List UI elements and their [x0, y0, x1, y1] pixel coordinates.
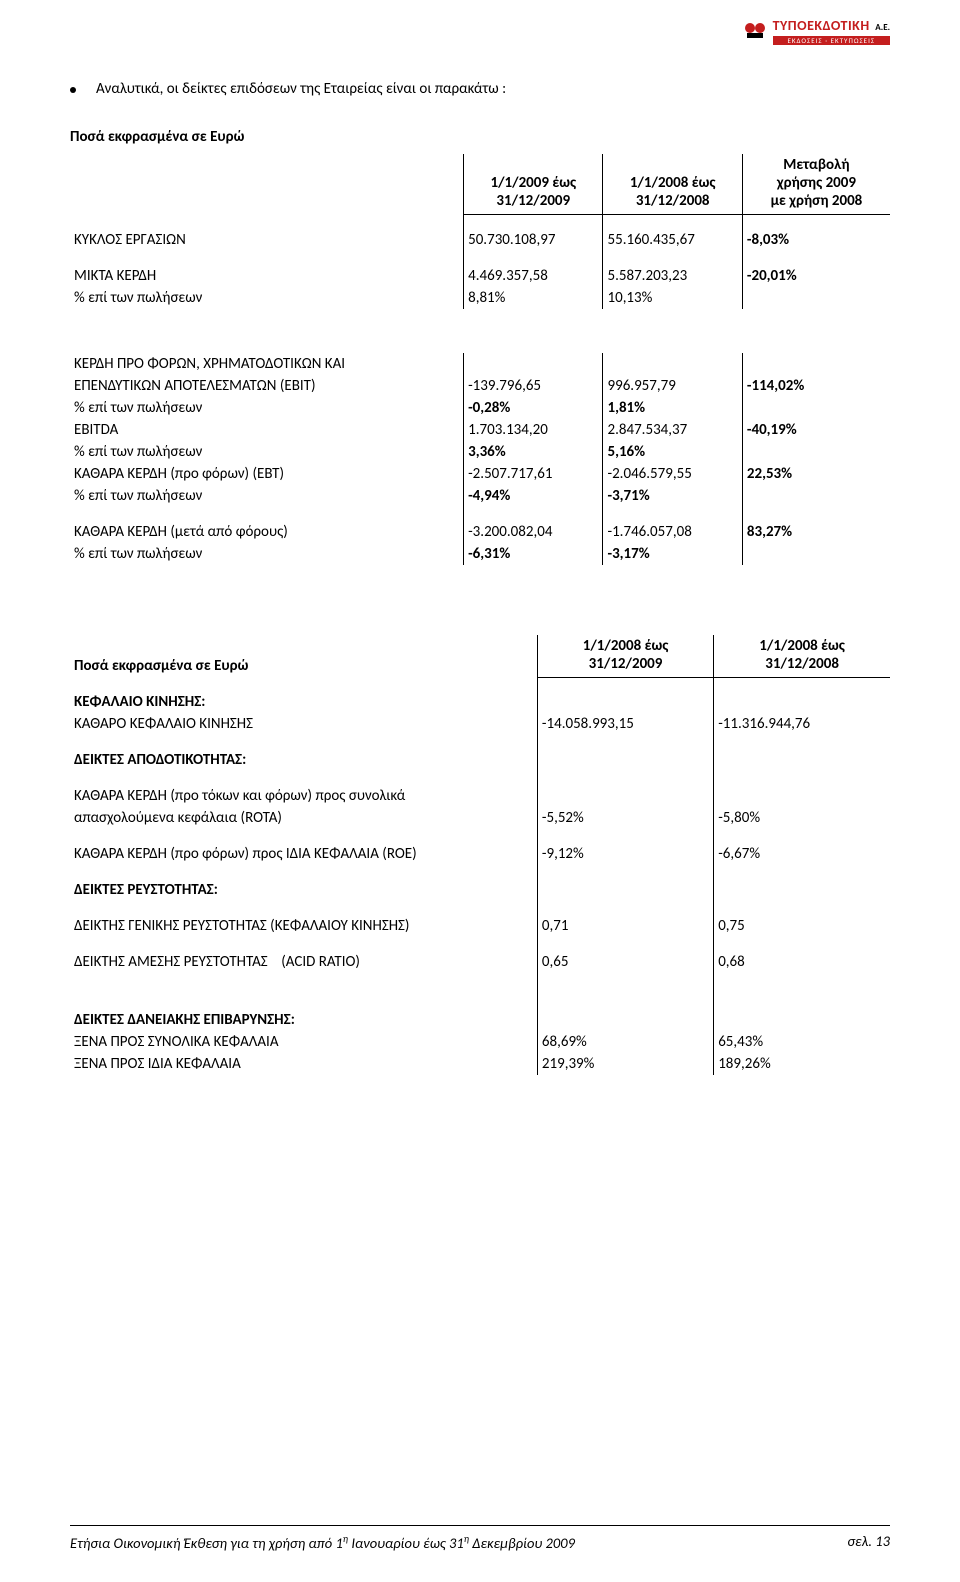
table-row: % επί των πωλήσεων -0,28% 1,81% [70, 397, 890, 419]
table-row: ΚΑΘΑΡΑ ΚΕΡΔΗ (προ φόρων) προς ΙΔΙΑ ΚΕΦΑΛ… [70, 843, 890, 865]
logo-sub-text: ΕΚΔΟΣΕΙΣ · ΕΚΤΥΠΩΣΕΙΣ [773, 36, 890, 45]
table-row: ΔΕΙΚΤΕΣ ΑΠΟΔΟΤΙΚΟΤΗΤΑΣ: [70, 749, 890, 771]
table-row: % επί των πωλήσεων -6,31% -3,17% [70, 543, 890, 565]
table-row: % επί των πωλήσεων 3,36% 5,16% [70, 441, 890, 463]
table-row: ΔΕΙΚΤΕΣ ΔΑΝΕΙΑΚΗΣ ΕΠΙΒΑΡΥΝΣΗΣ: [70, 1009, 890, 1031]
table-row: απασχολούμενα κεφάλαια (ROTA) -5,52% -5,… [70, 807, 890, 829]
table-row: ΚΑΘΑΡΟ ΚΕΦΑΛΑΙΟ ΚΙΝΗΣΗΣ -14.058.993,15 -… [70, 713, 890, 735]
table-ratios: Ποσά εκφρασμένα σε Ευρώ 1/1/2008 έως31/1… [70, 635, 890, 1076]
table-row: ΚΕΦΑΛΑΙΟ ΚΙΝΗΣΗΣ: [70, 691, 890, 713]
table-row: EBITDA 1.703.134,20 2.847.534,37 -40,19% [70, 419, 890, 441]
table-row: ΚΑΘΑΡΑ ΚΕΡΔΗ (μετά από φόρους) -3.200.08… [70, 521, 890, 543]
table-row: % επί των πωλήσεων 8,81% 10,13% [70, 287, 890, 309]
table-row: ΜΙΚΤΑ ΚΕΡΔΗ 4.469.357,58 5.587.203,23 -2… [70, 265, 890, 287]
t1-head-a: 1/1/2009 έως31/12/2009 [464, 154, 603, 215]
table1-caption: Ποσά εκφρασμένα σε Ευρώ [70, 128, 890, 146]
logo-mark-icon [743, 20, 767, 44]
logo-main-text: ΤΥΠΟΕΚΔΟΤΙΚΗ [773, 17, 870, 34]
table-row: ΚΕΡΔΗ ΠΡΟ ΦΟΡΩΝ, ΧΡΗΜΑΤΟΔΟΤΙΚΩΝ ΚΑΙ [70, 353, 890, 375]
footer-page-number: σελ. 13 [847, 1532, 890, 1552]
footer-left: Ετήσια Οικονομική Έκθεση για τη χρήση απ… [70, 1532, 575, 1552]
company-logo: ΤΥΠΟΕΚΔΟΤΙΚΗ Α.Ε. ΕΚΔΟΣΕΙΣ · ΕΚΤΥΠΩΣΕΙΣ [743, 18, 890, 45]
table-row: ΔΕΙΚΤΗΣ ΓΕΝΙΚΗΣ ΡΕΥΣΤΟΤΗΤΑΣ (ΚΕΦΑΛΑΙΟΥ Κ… [70, 915, 890, 937]
table-row: ΞΕΝΑ ΠΡΟΣ ΣΥΝΟΛΙΚΑ ΚΕΦΑΛΑΙΑ 68,69% 65,43… [70, 1031, 890, 1053]
table-row: ΚΥΚΛΟΣ ΕΡΓΑΣΙΩΝ 50.730.108,97 55.160.435… [70, 229, 890, 251]
table-row: % επί των πωλήσεων -4,94% -3,71% [70, 485, 890, 507]
t2-head-a: 1/1/2008 έως31/12/2009 [537, 635, 713, 678]
bullet-icon [70, 87, 76, 93]
t1-head-c: Μεταβολήχρήσης 2009με χρήση 2008 [742, 154, 890, 215]
t1-head-b: 1/1/2008 έως31/12/2008 [603, 154, 742, 215]
table-row: ΔΕΙΚΤΕΣ ΡΕΥΣΤΟΤΗΤΑΣ: [70, 879, 890, 901]
table-performance: 1/1/2009 έως31/12/2009 1/1/2008 έως31/12… [70, 154, 890, 565]
table-row: ΚΑΘΑΡΑ ΚΕΡΔΗ (προ τόκων και φόρων) προς … [70, 785, 890, 807]
table2-caption: Ποσά εκφρασμένα σε Ευρώ [70, 635, 537, 678]
t2-head-b: 1/1/2008 έως31/12/2008 [714, 635, 890, 678]
table-row: ΕΠΕΝΔΥΤΙΚΩΝ ΑΠΟΤΕΛΕΣΜΑΤΩΝ (EBIT) -139.79… [70, 375, 890, 397]
table-row: ΞΕΝΑ ΠΡΟΣ ΙΔΙΑ ΚΕΦΑΛΑΙΑ 219,39% 189,26% [70, 1053, 890, 1075]
intro-text: Αναλυτικά, οι δείκτες επιδόσεων της Εται… [96, 80, 506, 98]
table-row: ΔΕΙΚΤΗΣ ΑΜΕΣΗΣ ΡΕΥΣΤΟΤΗΤΑΣ (ACID RATIO) … [70, 951, 890, 973]
logo-ae-text: Α.Ε. [875, 22, 890, 33]
page-footer: Ετήσια Οικονομική Έκθεση για τη χρήση απ… [70, 1525, 890, 1552]
table-row: ΚΑΘΑΡΑ ΚΕΡΔΗ (προ φόρων) (EBT) -2.507.71… [70, 463, 890, 485]
intro-line: Αναλυτικά, οι δείκτες επιδόσεων της Εται… [70, 80, 890, 98]
